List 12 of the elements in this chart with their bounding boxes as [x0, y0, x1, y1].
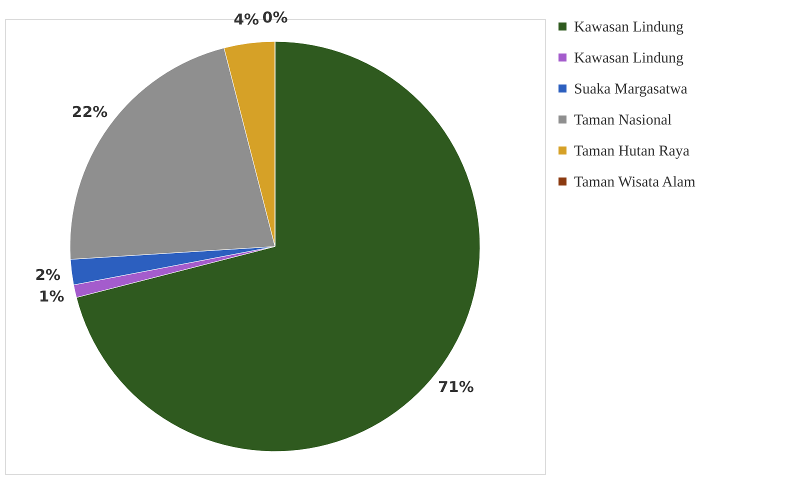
legend-label: Suaka Margasatwa: [574, 82, 688, 98]
data-label: 2%: [35, 266, 61, 284]
data-label: 22%: [72, 102, 108, 121]
text: 0%: [262, 8, 288, 26]
data-label: 4%: [234, 10, 260, 28]
data-label: 1%: [38, 287, 64, 306]
legend-label: Taman Hutan Raya: [574, 144, 690, 160]
data-label: 71%: [438, 378, 474, 396]
legend-label: Taman Nasional: [574, 112, 672, 128]
legend-label: Kawasan Lindung: [574, 20, 684, 36]
legend-label: Kawasan Lindung: [574, 50, 684, 66]
legend-label: Taman Wisata Alam: [574, 174, 696, 190]
